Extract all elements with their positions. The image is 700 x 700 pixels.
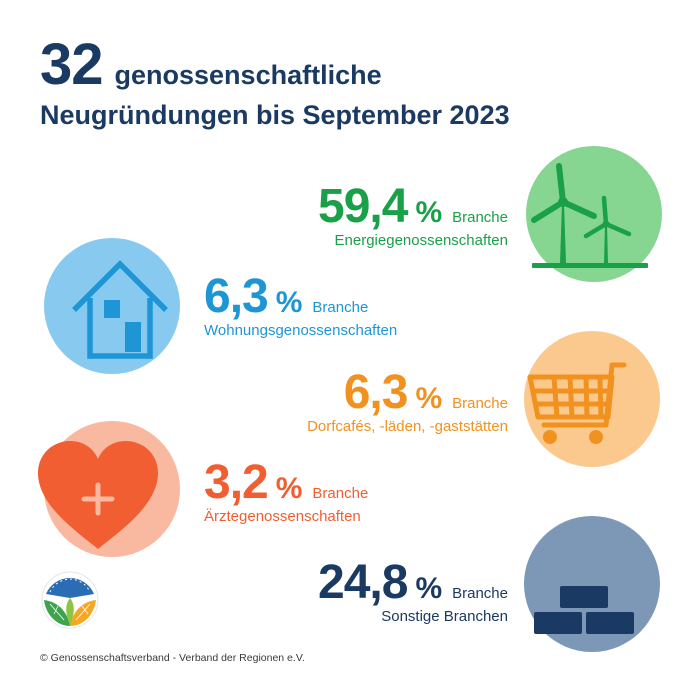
title-word: genossenschaftliche	[114, 60, 382, 90]
page-title: 32 genossenschaftliche Neugründungen bis…	[40, 36, 510, 131]
other-circle	[524, 516, 660, 652]
title-subline: Neugründungen bis September 2023	[40, 100, 510, 130]
stat-label: Branche	[312, 485, 369, 502]
stat-unit: %	[275, 286, 303, 319]
stat-label: Branche	[452, 209, 508, 226]
stat-category: Sonstige Branchen	[381, 608, 508, 625]
housing-circle	[44, 238, 180, 374]
stat-other: 24,8 % Branche Sonstige Branchen	[318, 556, 508, 626]
stat-doctors: 3,2 % Branche Ärztegenossenschaften	[204, 456, 369, 526]
title-count: 32	[40, 32, 104, 97]
wind-turbine-icon	[531, 163, 648, 268]
stat-unit: %	[415, 572, 443, 605]
stat-unit: %	[415, 382, 443, 415]
stat-category: Dorfcafés, -läden, -gaststätten	[307, 418, 508, 435]
stat-category: Ärztegenossenschaften	[204, 508, 361, 525]
shopping-cart-icon	[527, 362, 627, 444]
cooperative-logo-icon	[40, 570, 100, 630]
shop-circle	[524, 331, 660, 467]
stat-label: Branche	[312, 299, 369, 316]
stat-value: 6,3	[343, 366, 409, 419]
stat-shop: 6,3 % Branche Dorfcafés, -läden, -gastst…	[307, 366, 508, 436]
energy-circle	[526, 146, 662, 282]
footer-copyright: © Genossenschaftsverband - Verband der R…	[40, 652, 305, 664]
heart-plus-icon	[38, 441, 158, 549]
stat-category: Energiegenossenschaften	[334, 232, 508, 249]
stat-housing: 6,3 % Branche Wohnungsgenossenschaften	[204, 270, 398, 340]
stat-value: 6,3	[204, 270, 269, 323]
stat-category: Wohnungsgenossenschaften	[204, 322, 398, 339]
stat-value: 3,2	[204, 456, 269, 509]
stat-label: Branche	[452, 395, 508, 412]
bricks-icon	[534, 586, 634, 634]
stat-unit: %	[275, 472, 303, 505]
stat-value: 24,8	[318, 556, 408, 609]
stat-energy: 59,4 % Branche Energiegenossenschaften	[318, 180, 508, 250]
doctors-circle	[38, 421, 180, 557]
stat-label: Branche	[452, 585, 508, 602]
stat-value: 59,4	[318, 180, 408, 233]
house-icon	[72, 260, 168, 359]
stat-unit: %	[415, 196, 443, 229]
